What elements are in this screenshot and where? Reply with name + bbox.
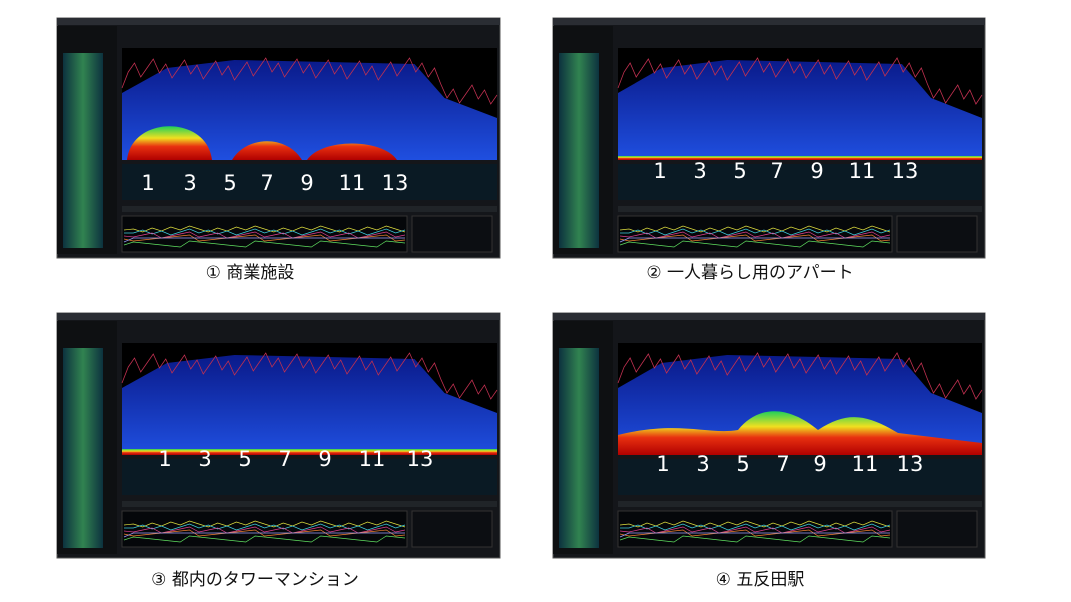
signal-heat bbox=[122, 449, 497, 455]
history-line bbox=[620, 228, 891, 236]
caption: ④ 五反田駅 bbox=[716, 570, 805, 590]
history-chart bbox=[121, 215, 408, 253]
legend-panel bbox=[896, 510, 978, 548]
channel-label: 13 bbox=[382, 171, 409, 195]
screenshot: 1 3 5 7 9 11 13 bbox=[56, 17, 501, 259]
spectrum-envelope bbox=[618, 60, 982, 160]
title-bar bbox=[57, 313, 500, 320]
caption: ② 一人暮らし用のアパート bbox=[646, 263, 853, 283]
channel-label: 3 bbox=[696, 452, 709, 476]
history-line bbox=[123, 237, 405, 243]
history-line bbox=[619, 240, 891, 248]
title-bar bbox=[57, 18, 500, 25]
channel-label: 1 bbox=[656, 452, 669, 476]
channel-label: 5 bbox=[733, 159, 746, 183]
legend-bar bbox=[618, 206, 982, 212]
channel-label: 7 bbox=[260, 171, 273, 195]
history-line bbox=[123, 240, 406, 248]
signal-heat bbox=[618, 156, 982, 160]
channel-label: 5 bbox=[223, 171, 236, 195]
peak-trace bbox=[617, 57, 983, 105]
channel-label: 5 bbox=[238, 447, 251, 471]
history-line bbox=[123, 535, 406, 543]
channel-label: 3 bbox=[198, 447, 211, 471]
channel-label: 3 bbox=[693, 159, 706, 183]
caption: ③ 都内のタワーマンション bbox=[151, 570, 359, 590]
legend-panel bbox=[896, 215, 978, 253]
waterfall bbox=[122, 459, 497, 495]
waterfall bbox=[618, 459, 982, 495]
spectrum-envelope bbox=[122, 355, 497, 455]
title-bar bbox=[553, 18, 985, 25]
waterfall-strip bbox=[559, 348, 599, 548]
title-bar bbox=[553, 313, 985, 320]
peak-trace bbox=[121, 57, 498, 105]
history-line bbox=[619, 532, 890, 538]
spectrum-envelope bbox=[122, 60, 497, 160]
channel-label: 7 bbox=[278, 447, 291, 471]
signal-heat bbox=[618, 411, 982, 455]
waterfall bbox=[122, 164, 497, 200]
channel-label: 9 bbox=[318, 447, 331, 471]
screenshot: 1 3 5 7 9 11 13 bbox=[56, 312, 501, 559]
peak-trace bbox=[617, 352, 983, 400]
caption: ① 商業施設 bbox=[206, 263, 295, 283]
channel-label: 13 bbox=[407, 447, 434, 471]
legend-bar bbox=[122, 501, 497, 507]
waterfall-strip bbox=[63, 53, 103, 248]
peak-trace bbox=[121, 352, 498, 400]
waterfall-strip bbox=[559, 53, 599, 248]
channel-label: 9 bbox=[300, 171, 313, 195]
channel-label: 11 bbox=[849, 159, 876, 183]
channel-label: 13 bbox=[897, 452, 924, 476]
channel-label: 1 bbox=[141, 171, 154, 195]
legend-bar bbox=[122, 206, 497, 212]
history-line bbox=[619, 535, 891, 543]
legend-bar bbox=[618, 501, 982, 507]
channel-label: 1 bbox=[653, 159, 666, 183]
channel-label: 5 bbox=[736, 452, 749, 476]
channel-label: 3 bbox=[183, 171, 196, 195]
channel-label: 7 bbox=[770, 159, 783, 183]
history-line bbox=[620, 523, 891, 531]
history-line bbox=[123, 532, 405, 538]
channel-label: 9 bbox=[810, 159, 823, 183]
history-line bbox=[124, 523, 406, 531]
channel-label: 1 bbox=[158, 447, 171, 471]
channel-label: 11 bbox=[852, 452, 879, 476]
screenshot: 1 3 5 7 9 11 13 bbox=[552, 17, 986, 259]
channel-label: 11 bbox=[359, 447, 386, 471]
waterfall-strip bbox=[63, 348, 103, 548]
history-line bbox=[619, 237, 890, 243]
signal-heat bbox=[127, 126, 397, 160]
legend-panel bbox=[411, 510, 493, 548]
history-chart bbox=[121, 510, 408, 548]
channel-label: 7 bbox=[776, 452, 789, 476]
channel-label: 13 bbox=[892, 159, 919, 183]
waterfall bbox=[618, 164, 982, 200]
history-line bbox=[124, 228, 406, 236]
screenshot: 1 3 5 7 9 11 13 bbox=[552, 312, 986, 559]
channel-label: 9 bbox=[813, 452, 826, 476]
legend-panel bbox=[411, 215, 493, 253]
channel-label: 11 bbox=[339, 171, 366, 195]
